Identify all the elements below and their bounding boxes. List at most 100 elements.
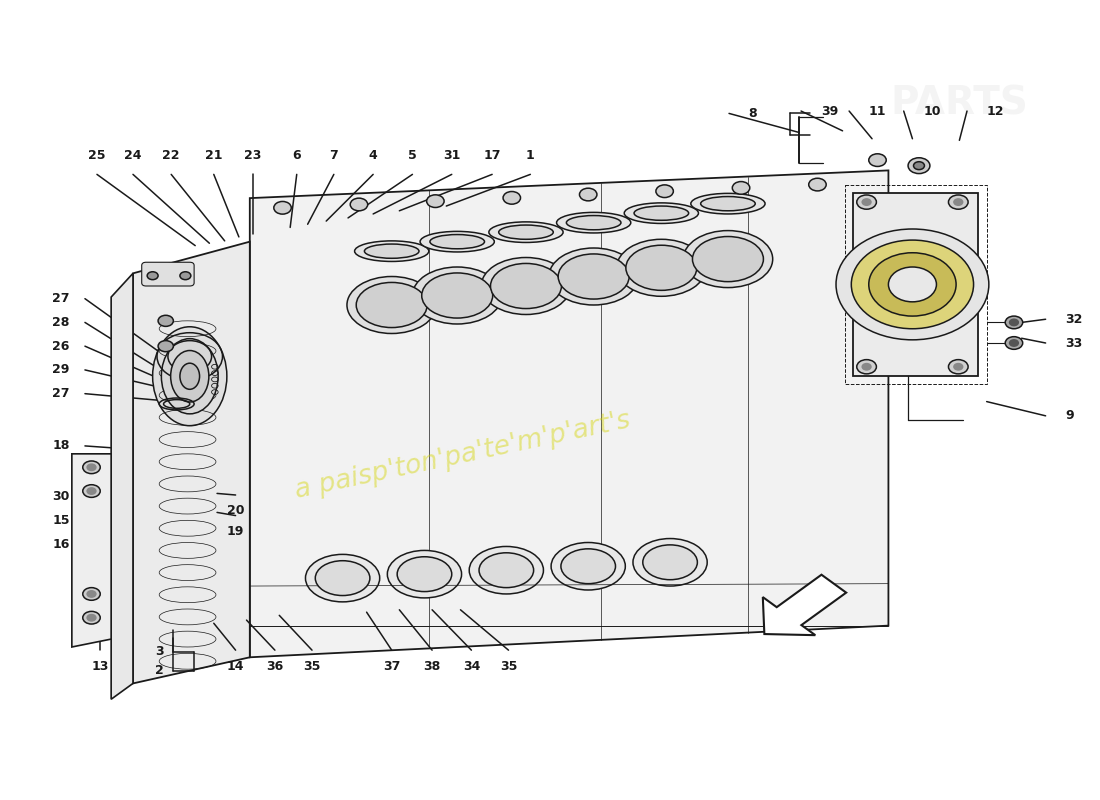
Text: 26: 26 xyxy=(52,340,69,353)
Text: 22: 22 xyxy=(163,149,180,162)
Circle shape xyxy=(869,253,956,316)
Circle shape xyxy=(580,188,597,201)
Text: 35: 35 xyxy=(304,660,321,673)
Circle shape xyxy=(1005,337,1023,350)
Text: 8: 8 xyxy=(749,107,757,120)
Ellipse shape xyxy=(566,215,621,230)
Text: 37: 37 xyxy=(383,660,400,673)
Text: 2: 2 xyxy=(155,664,164,678)
Text: 27: 27 xyxy=(52,292,69,305)
Ellipse shape xyxy=(551,542,625,590)
Circle shape xyxy=(851,240,974,329)
Ellipse shape xyxy=(632,538,707,586)
Circle shape xyxy=(82,588,100,600)
Circle shape xyxy=(808,178,826,191)
Text: 34: 34 xyxy=(463,660,480,673)
Circle shape xyxy=(503,191,520,204)
Text: 33: 33 xyxy=(1065,337,1082,350)
Text: 10: 10 xyxy=(923,105,940,118)
Ellipse shape xyxy=(498,225,553,239)
Ellipse shape xyxy=(557,212,630,233)
Polygon shape xyxy=(250,170,889,658)
Text: 36: 36 xyxy=(266,660,284,673)
Text: 32: 32 xyxy=(1065,313,1082,326)
Circle shape xyxy=(274,202,292,214)
Text: 35: 35 xyxy=(499,660,517,673)
Circle shape xyxy=(954,363,962,370)
Ellipse shape xyxy=(412,267,502,324)
Circle shape xyxy=(1010,319,1019,326)
Ellipse shape xyxy=(549,248,638,305)
Ellipse shape xyxy=(491,263,561,309)
Ellipse shape xyxy=(701,197,756,210)
Ellipse shape xyxy=(170,350,209,402)
Circle shape xyxy=(857,360,877,374)
Ellipse shape xyxy=(180,363,199,390)
Ellipse shape xyxy=(561,549,616,584)
Circle shape xyxy=(82,611,100,624)
Text: 3: 3 xyxy=(155,646,164,658)
Circle shape xyxy=(909,158,929,174)
Circle shape xyxy=(82,485,100,498)
Circle shape xyxy=(857,195,877,210)
Circle shape xyxy=(869,154,887,166)
Text: 12: 12 xyxy=(987,105,1004,118)
Text: 29: 29 xyxy=(52,363,69,377)
Ellipse shape xyxy=(430,234,484,249)
Circle shape xyxy=(1005,316,1023,329)
Ellipse shape xyxy=(617,239,706,296)
Circle shape xyxy=(147,272,158,280)
Text: 11: 11 xyxy=(869,105,887,118)
Ellipse shape xyxy=(691,194,766,214)
Polygon shape xyxy=(72,454,111,647)
Circle shape xyxy=(87,464,96,470)
Text: 39: 39 xyxy=(821,105,838,118)
Text: 31: 31 xyxy=(443,149,461,162)
Ellipse shape xyxy=(624,203,698,223)
Ellipse shape xyxy=(481,258,571,314)
Circle shape xyxy=(1010,340,1019,346)
Ellipse shape xyxy=(558,254,629,299)
Text: 23: 23 xyxy=(244,149,262,162)
Circle shape xyxy=(158,315,174,326)
Circle shape xyxy=(862,363,871,370)
Polygon shape xyxy=(762,574,846,635)
Text: 17: 17 xyxy=(483,149,500,162)
Text: 4: 4 xyxy=(368,149,377,162)
Circle shape xyxy=(733,182,750,194)
Text: PARTS: PARTS xyxy=(890,84,1028,122)
Text: 7: 7 xyxy=(330,149,338,162)
Circle shape xyxy=(836,229,989,340)
Ellipse shape xyxy=(354,241,429,262)
Text: 9: 9 xyxy=(1065,410,1074,422)
Ellipse shape xyxy=(421,273,493,318)
Ellipse shape xyxy=(420,231,494,252)
Text: 25: 25 xyxy=(88,149,106,162)
Text: 6: 6 xyxy=(293,149,301,162)
Ellipse shape xyxy=(634,206,689,220)
Text: 20: 20 xyxy=(227,505,244,518)
Ellipse shape xyxy=(387,550,462,598)
Ellipse shape xyxy=(488,222,563,242)
Text: 28: 28 xyxy=(52,316,69,329)
Text: 16: 16 xyxy=(52,538,69,550)
Ellipse shape xyxy=(693,237,763,282)
Text: 24: 24 xyxy=(124,149,142,162)
Ellipse shape xyxy=(642,545,697,580)
Circle shape xyxy=(180,272,190,280)
Circle shape xyxy=(87,614,96,621)
Circle shape xyxy=(889,267,936,302)
Ellipse shape xyxy=(470,546,543,594)
Text: 19: 19 xyxy=(227,525,244,538)
Ellipse shape xyxy=(162,338,218,414)
Circle shape xyxy=(350,198,367,211)
Polygon shape xyxy=(133,242,250,683)
Ellipse shape xyxy=(364,244,419,258)
Circle shape xyxy=(862,199,871,206)
Ellipse shape xyxy=(397,557,452,591)
Ellipse shape xyxy=(306,554,379,602)
Text: 30: 30 xyxy=(52,490,69,503)
Text: a paisp'ton'pa'te'm'p'art's: a paisp'ton'pa'te'm'p'art's xyxy=(293,407,632,504)
Ellipse shape xyxy=(478,553,534,588)
Circle shape xyxy=(427,195,444,207)
